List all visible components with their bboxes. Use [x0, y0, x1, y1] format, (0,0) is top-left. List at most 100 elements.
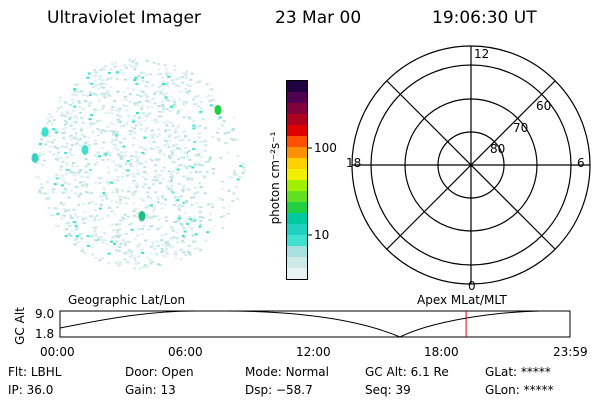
image-pixel	[70, 153, 74, 156]
image-pixel	[117, 110, 121, 113]
image-pixel	[131, 191, 135, 194]
image-pixel	[137, 228, 141, 230]
image-pixel	[47, 197, 51, 200]
image-pixel	[199, 220, 203, 222]
image-pixel	[94, 139, 97, 142]
image-pixel	[180, 223, 184, 226]
image-pixel	[94, 142, 98, 145]
image-pixel	[141, 186, 145, 189]
image-pixel	[82, 222, 86, 224]
image-pixel	[133, 267, 137, 270]
image-pixel	[65, 111, 69, 113]
image-pixel	[198, 132, 201, 135]
colorbar-segment	[287, 114, 307, 125]
image-pixel	[144, 206, 148, 209]
image-pixel	[184, 73, 188, 76]
image-pixel	[143, 136, 147, 139]
image-pixel	[134, 190, 137, 193]
image-pixel	[135, 163, 139, 166]
image-pixel	[182, 100, 186, 103]
image-pixel	[232, 174, 236, 176]
image-pixel	[222, 120, 226, 123]
image-pixel	[143, 166, 147, 168]
image-pixel	[173, 131, 177, 134]
image-pixel	[194, 240, 198, 243]
image-pixel	[117, 114, 121, 117]
image-pixel	[122, 145, 126, 148]
image-pixel	[86, 76, 90, 79]
image-pixel	[130, 228, 134, 231]
image-pixel	[83, 143, 87, 146]
image-pixel	[165, 252, 169, 255]
image-pixel	[147, 216, 151, 219]
image-pixel	[113, 244, 117, 247]
image-pixel	[156, 245, 160, 247]
image-pixel	[158, 174, 162, 177]
image-pixel	[153, 206, 157, 209]
image-pixel	[57, 107, 61, 110]
image-pixel	[120, 175, 124, 178]
image-pixel	[116, 176, 120, 178]
image-pixel	[165, 73, 169, 76]
image-pixel	[64, 210, 67, 213]
image-pixel	[56, 181, 60, 184]
image-pixel	[81, 203, 85, 206]
image-pixel	[86, 235, 90, 238]
image-pixel	[176, 126, 179, 129]
image-pixel	[166, 186, 170, 189]
image-pixel	[118, 228, 122, 231]
image-pixel	[105, 154, 108, 157]
image-pixel	[175, 84, 179, 87]
image-pixel	[43, 192, 47, 195]
image-pixel	[177, 124, 181, 127]
image-pixel	[133, 102, 137, 105]
image-pixel	[52, 214, 56, 217]
colorbar-segment	[287, 268, 307, 279]
image-pixel	[158, 264, 162, 267]
image-pixel	[118, 195, 122, 198]
image-pixel	[181, 205, 185, 208]
image-pixel	[111, 229, 115, 231]
image-pixel	[236, 155, 240, 158]
image-pixel	[178, 205, 182, 208]
image-pixel	[123, 155, 127, 158]
image-pixel	[193, 103, 197, 106]
image-pixel	[153, 176, 157, 178]
timeline-ytick-top: 9.0	[35, 307, 55, 321]
image-pixel	[122, 104, 125, 107]
image-pixel	[104, 65, 108, 67]
image-pixel	[118, 218, 122, 221]
image-pixel	[73, 88, 77, 91]
image-pixel	[115, 249, 118, 252]
image-pixel	[156, 215, 160, 218]
image-pixel	[133, 191, 137, 194]
image-pixel	[86, 175, 90, 178]
image-pixel	[167, 170, 171, 173]
image-pixel	[164, 68, 168, 71]
image-pixel	[116, 236, 120, 239]
image-pixel	[104, 78, 108, 81]
image-pixel	[180, 150, 184, 153]
image-pixel	[216, 131, 220, 134]
image-pixel	[155, 179, 159, 182]
image-pixel	[108, 154, 112, 157]
timeline-left-title: Geographic Lat/Lon	[68, 293, 186, 307]
image-pixel	[195, 202, 199, 205]
image-pixel	[112, 133, 116, 136]
image-pixel	[151, 136, 155, 139]
image-pixel	[137, 75, 141, 78]
image-pixel	[85, 141, 89, 144]
image-pixel	[192, 217, 196, 220]
image-pixel	[59, 156, 63, 159]
image-pixel	[118, 163, 122, 166]
image-pixel	[85, 183, 89, 186]
image-pixel	[47, 207, 51, 209]
image-pixel	[87, 163, 91, 166]
image-pixel	[119, 242, 123, 245]
image-pixel	[198, 140, 202, 143]
image-pixel	[176, 112, 179, 115]
image-pixel	[117, 120, 121, 123]
image-pixel	[152, 208, 156, 211]
image-pixel	[140, 227, 144, 230]
image-pixel	[187, 139, 191, 141]
